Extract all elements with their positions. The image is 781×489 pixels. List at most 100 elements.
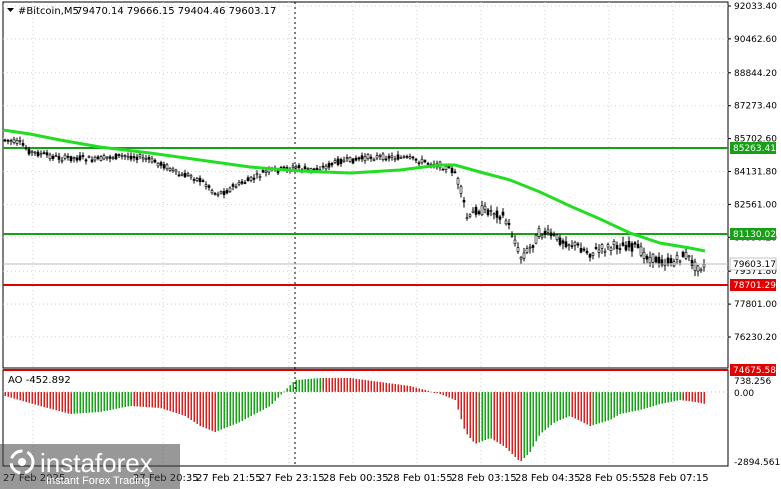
- candle-body: [381, 153, 385, 160]
- ao-bar: [112, 392, 114, 410]
- candle-body: [462, 199, 466, 203]
- ao-bar: [253, 392, 255, 415]
- candle-body: [60, 159, 64, 162]
- ao-bar: [433, 392, 435, 393]
- candle-body: [315, 167, 319, 171]
- candle-body: [282, 166, 286, 169]
- candle-body: [480, 205, 484, 216]
- candle-body: [450, 168, 454, 173]
- ao-bar: [703, 392, 705, 404]
- candle-body: [216, 193, 220, 196]
- ao-bar: [22, 392, 24, 402]
- candle-body: [399, 157, 403, 159]
- candle-body: [699, 268, 703, 271]
- ao-axis: 738.256 0.00 -2894.561: [734, 377, 780, 468]
- candle-body: [249, 176, 253, 181]
- ao-bar: [283, 391, 285, 393]
- candle-body: [669, 258, 673, 264]
- ao-bar: [10, 392, 12, 398]
- candle-body: [183, 172, 187, 178]
- candle-body: [546, 229, 550, 233]
- candle-body: [513, 239, 517, 244]
- candle-body: [126, 155, 130, 158]
- ao-bar: [649, 392, 651, 407]
- candle-body: [468, 214, 472, 217]
- ao-bar: [187, 392, 189, 418]
- candle-body: [567, 244, 571, 247]
- candle-body: [12, 138, 16, 144]
- candle-body: [588, 254, 592, 258]
- ao-bar: [208, 392, 210, 430]
- candle-body: [312, 168, 316, 171]
- ao-bar: [76, 392, 78, 414]
- candle-body: [225, 190, 229, 194]
- candles: [3, 136, 706, 277]
- candle-body: [345, 157, 349, 159]
- ao-bar: [370, 380, 372, 392]
- ao-bar: [79, 392, 81, 414]
- ao-bar: [13, 392, 15, 399]
- candle-body: [612, 241, 616, 245]
- ao-bar: [61, 392, 63, 412]
- ao-bar: [547, 392, 549, 428]
- ao-bar: [64, 392, 66, 413]
- ao-bar: [670, 392, 672, 402]
- ao-bar: [301, 379, 303, 392]
- candle-body: [357, 157, 361, 160]
- ao-bar: [100, 392, 102, 412]
- ao-bar: [688, 392, 690, 402]
- ao-bar: [85, 392, 87, 413]
- candle-body: [201, 180, 205, 182]
- level-lines: [3, 147, 728, 371]
- candle-body: [177, 174, 181, 177]
- candle-body: [165, 164, 169, 170]
- ao-bar: [685, 392, 687, 401]
- candle-body: [549, 232, 553, 237]
- candle-body: [702, 264, 706, 268]
- time-label: 27 Feb 23:15: [259, 473, 325, 484]
- candle-body: [465, 217, 469, 219]
- dropdown-triangle-icon[interactable]: [7, 8, 14, 12]
- ao-bar: [334, 378, 336, 392]
- ao-bar: [229, 392, 231, 426]
- ao-bar: [217, 392, 219, 431]
- ao-bar: [463, 392, 465, 429]
- ao-bar: [457, 392, 459, 410]
- ao-bar: [139, 392, 141, 407]
- ao-bar: [115, 392, 117, 409]
- ao-bar: [97, 392, 99, 413]
- candle-body: [195, 177, 199, 181]
- ao-bar: [244, 392, 246, 420]
- ao-bar: [682, 392, 684, 401]
- ao-bar: [601, 392, 603, 423]
- candle-body: [507, 222, 511, 226]
- candle-body: [222, 191, 226, 195]
- candle-body: [66, 155, 70, 158]
- candle-body: [444, 166, 448, 170]
- ao-bar: [178, 392, 180, 415]
- ao-bar: [268, 392, 270, 407]
- candle-body: [51, 155, 55, 159]
- ao-bar: [151, 392, 153, 408]
- candle-body: [294, 166, 298, 169]
- candle-body: [45, 152, 49, 156]
- candle-body: [606, 244, 610, 248]
- candle-body: [18, 140, 22, 142]
- ao-bar: [517, 392, 519, 460]
- candle-body: [516, 247, 520, 252]
- ao-bar: [4, 392, 6, 396]
- candle-body: [591, 252, 595, 256]
- candle-body: [75, 157, 79, 161]
- ao-bar: [406, 385, 408, 392]
- ao-bar: [43, 392, 45, 408]
- ao-bar: [694, 392, 696, 402]
- ao-bar: [49, 392, 51, 409]
- ao-bar: [385, 382, 387, 392]
- ao-bar: [205, 392, 207, 429]
- candle-body: [87, 156, 91, 158]
- ao-bar: [565, 392, 567, 418]
- ao-bar: [265, 392, 267, 409]
- symbol-header: #Bitcoin,M5 79470.14 79666.15 79404.46 7…: [7, 6, 276, 17]
- ao-bar: [184, 392, 186, 416]
